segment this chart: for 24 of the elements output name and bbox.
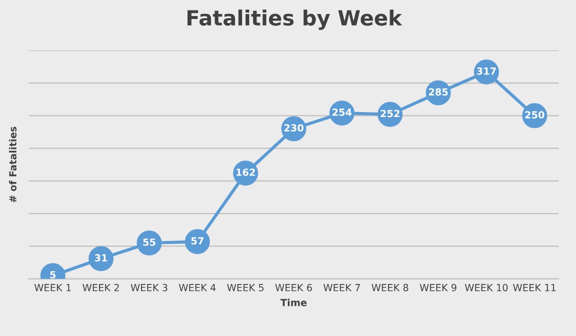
x-tick-label: WEEK 8 <box>372 284 408 292</box>
chart-title: Fatalities by Week <box>188 10 402 30</box>
data-label: 252 <box>380 110 400 118</box>
data-label: 57 <box>191 237 204 244</box>
x-tick-label: WEEK 5 <box>227 284 264 292</box>
data-label: 250 <box>525 111 544 118</box>
x-tick-label: WEEK 10 <box>464 284 508 292</box>
y-axis-title: # of Fatalities <box>8 126 16 202</box>
x-tick-label: WEEK 1 <box>34 284 71 292</box>
data-label: 285 <box>428 88 448 96</box>
data-label: 162 <box>236 168 255 176</box>
x-tick-label: WEEK 2 <box>82 284 119 292</box>
data-label: 55 <box>143 238 156 246</box>
x-tick-label: WEEK 4 <box>178 284 216 292</box>
x-tick-label: WEEK 6 <box>275 284 312 292</box>
x-tick-label: WEEK 3 <box>130 284 168 292</box>
x-tick-label: WEEK 7 <box>323 284 360 292</box>
data-label: 230 <box>284 124 304 132</box>
x-axis-title: Time <box>280 298 307 306</box>
x-tick-label: WEEK 11 <box>513 284 556 292</box>
data-label: 317 <box>476 67 496 75</box>
data-label: 31 <box>94 254 108 262</box>
data-label: 254 <box>332 108 352 116</box>
x-tick-label: WEEK 9 <box>420 284 456 292</box>
